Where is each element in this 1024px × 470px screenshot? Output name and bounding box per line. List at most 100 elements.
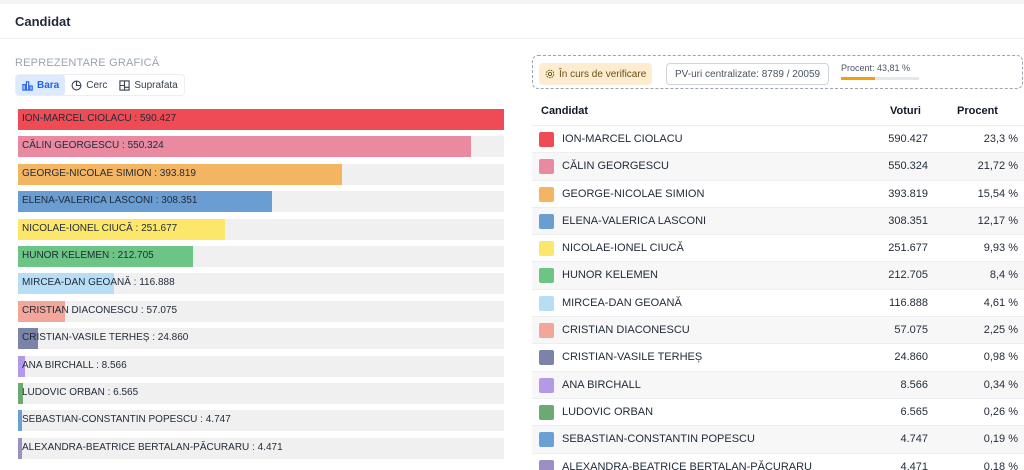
candidate-percent: 0,19 % — [983, 433, 1018, 446]
candidate-name: NICOLAE-IONEL CIUCĂ — [562, 242, 684, 255]
table-row[interactable]: CRISTIAN-VASILE TERHEȘ 24.860 0,98 % — [532, 344, 1024, 372]
bar — [18, 300, 65, 322]
bar-row[interactable]: ANA BIRCHALL : 8.566 — [18, 355, 504, 377]
bar-label: LUDOVIC ORBAN : 6.565 — [22, 386, 139, 398]
tab-cerc[interactable]: Cerc — [65, 75, 113, 95]
candidate-percent: 4,61 % — [983, 296, 1018, 309]
bar — [18, 355, 26, 377]
page-header: Candidat — [0, 4, 1024, 39]
candidate-percent: 9,93 % — [983, 242, 1018, 255]
header-procent[interactable]: Procent — [957, 105, 998, 117]
tab-bara[interactable]: Bara — [16, 75, 66, 95]
header-candidat[interactable]: Candidat — [541, 105, 589, 117]
bar — [18, 273, 115, 295]
candidate-name: GEORGE-NICOLAE SIMION — [562, 187, 705, 200]
bar-label: GEORGE-NICOLAE SIMION : 393.819 — [22, 167, 196, 179]
candidate-votes: 4.747 — [900, 433, 928, 446]
bar — [18, 437, 22, 459]
bar — [18, 382, 24, 404]
candidate-votes: 4.471 — [900, 460, 928, 470]
candidate-votes: 590.427 — [888, 133, 928, 145]
candidate-name: ELENA-VALERICA LASCONI — [562, 214, 707, 227]
candidate-votes: 6.565 — [900, 405, 928, 418]
color-swatch — [539, 132, 554, 147]
header-voturi[interactable]: Voturi — [890, 105, 921, 117]
bar-row[interactable]: ALEXANDRA-BEATRICE BERTALAN-PĂCURARU : 4… — [18, 437, 504, 459]
candidate-votes: 550.324 — [888, 160, 928, 173]
candidate-name: ANA BIRCHALL — [562, 378, 641, 391]
table-row[interactable]: NICOLAE-IONEL CIUCĂ 251.677 9,93 % — [532, 235, 1024, 263]
bar-row[interactable]: ELENA-VALERICA LASCONI : 308.351 — [18, 191, 504, 213]
tab-bara-label: Bara — [37, 79, 60, 91]
color-swatch — [539, 241, 554, 257]
table-row[interactable]: GEORGE-NICOLAE SIMION 393.819 15,54 % — [532, 181, 1024, 208]
bar-row[interactable]: CĂLIN GEORGESCU : 550.324 — [18, 136, 504, 158]
candidate-percent: 0,26 % — [983, 405, 1018, 418]
bar — [18, 109, 504, 130]
chart-type-tabs: Bara Cerc Suprafata — [15, 74, 185, 96]
bar-row[interactable]: HUNOR KELEMEN : 212.705 — [18, 245, 504, 267]
table-row[interactable]: ALEXANDRA-BEATRICE BERTALAN-PĂCURARU 4.47… — [532, 454, 1024, 470]
table-row[interactable]: ION-MARCEL CIOLACU 590.427 23,3 % — [532, 126, 1024, 154]
bar-row[interactable]: CRISTIAN-VASILE TERHEȘ : 24.860 — [18, 328, 504, 350]
verification-status-label: În curs de verificare — [559, 68, 647, 80]
candidate-votes: 24.860 — [894, 351, 928, 364]
bar-label: CRISTIAN DIACONESCU : 57.075 — [22, 304, 178, 316]
table-row[interactable]: ANA BIRCHALL 8.566 0,34 % — [532, 371, 1024, 399]
bar-label: CĂLIN GEORGESCU : 550.324 — [22, 140, 164, 152]
tab-suprafata[interactable]: Suprafata — [113, 75, 183, 95]
bar-label: MIRCEA-DAN GEOANĂ : 116.888 — [22, 277, 175, 289]
candidate-name: LUDOVIC ORBAN — [562, 405, 654, 418]
bar — [18, 218, 226, 240]
table-row[interactable]: CRISTIAN DIACONESCU 57.075 2,25 % — [532, 317, 1024, 345]
bar-row[interactable]: CRISTIAN DIACONESCU : 57.075 — [18, 300, 504, 322]
procent-progress-bar — [841, 77, 919, 80]
procent-progress-fill — [841, 77, 876, 80]
bar — [18, 328, 39, 350]
tab-cerc-label: Cerc — [86, 79, 108, 91]
bar-row[interactable]: GEORGE-NICOLAE SIMION : 393.819 — [18, 163, 504, 185]
bar — [18, 191, 272, 213]
candidate-percent: 0,34 % — [983, 378, 1018, 391]
candidate-percent: 15,54 % — [977, 187, 1018, 200]
table-row[interactable]: CĂLIN GEORGESCU 550.324 21,72 % — [532, 153, 1024, 181]
bar-label: SEBASTIAN-CONSTANTIN POPESCU : 4.747 — [22, 414, 231, 426]
candidate-name: ION-MARCEL CIOLACU — [562, 133, 683, 145]
bar-row[interactable]: LUDOVIC ORBAN : 6.565 — [18, 382, 504, 404]
candidate-percent: 0,18 % — [983, 460, 1018, 470]
candidate-name: CĂLIN GEORGESCU — [562, 160, 669, 173]
candidate-votes: 393.819 — [888, 187, 928, 200]
table-row[interactable]: SEBASTIAN-CONSTANTIN POPESCU 4.747 0,19 % — [532, 426, 1024, 454]
candidate-votes: 212.705 — [888, 269, 928, 282]
candidate-percent: 2,25 % — [983, 324, 1018, 337]
verification-status-badge: În curs de verificare — [539, 63, 653, 85]
color-swatch — [539, 186, 554, 202]
bar-label: ALEXANDRA-BEATRICE BERTALAN-PĂCURARU : 4… — [22, 441, 283, 453]
color-swatch — [539, 323, 554, 339]
bar-row[interactable]: NICOLAE-IONEL CIUCĂ : 251.677 — [18, 218, 504, 240]
candidate-percent: 21,72 % — [977, 160, 1018, 173]
bar-row[interactable]: MIRCEA-DAN GEOANĂ : 116.888 — [18, 273, 504, 295]
candidate-name: HUNOR KELEMEN — [562, 269, 658, 282]
bar-label: HUNOR KELEMEN : 212.705 — [22, 249, 154, 261]
table-row[interactable]: ELENA-VALERICA LASCONI 308.351 12,17 % — [532, 207, 1024, 236]
color-swatch — [539, 295, 554, 311]
bar — [18, 410, 22, 432]
bar-row[interactable]: SEBASTIAN-CONSTANTIN POPESCU : 4.747 — [18, 410, 504, 432]
bar — [18, 245, 194, 267]
candidate-percent: 8,4 % — [989, 269, 1018, 282]
gear-icon — [545, 69, 555, 79]
table-row[interactable]: MIRCEA-DAN GEOANĂ 116.888 4,61 % — [532, 290, 1024, 318]
chart-panel: REPREZENTARE GRAFICĂ Bara Cerc Suprafata… — [0, 40, 520, 470]
table-row[interactable]: LUDOVIC ORBAN 6.565 0,26 % — [532, 399, 1024, 427]
bar-row[interactable]: ION-MARCEL CIOLACU : 590.427 — [18, 109, 504, 130]
pv-count-label: PV-uri centralizate: 8789 / 20059 — [675, 68, 821, 80]
results-table: Candidat Voturi Procent ION-MARCEL CIOLA… — [532, 98, 1024, 470]
candidate-name: MIRCEA-DAN GEOANĂ — [562, 296, 682, 309]
bar-label: ANA BIRCHALL : 8.566 — [22, 359, 127, 371]
table-row[interactable]: HUNOR KELEMEN 212.705 8,4 % — [532, 262, 1024, 290]
candidate-name: CRISTIAN DIACONESCU — [562, 324, 690, 337]
candidate-votes: 57.075 — [894, 324, 928, 337]
procent-label: Procent: 43,81 % — [841, 63, 911, 73]
table-body: ION-MARCEL CIOLACU 590.427 23,3 % CĂLIN GEO… — [532, 126, 1024, 470]
